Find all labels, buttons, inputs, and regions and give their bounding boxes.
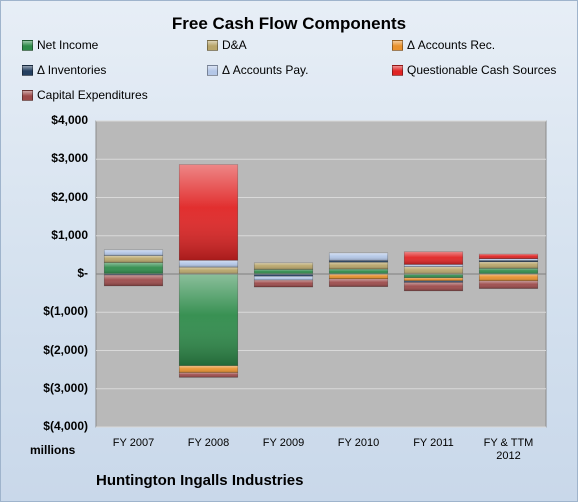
bar-segment [103, 255, 164, 263]
legend-entry: Δ Accounts Rec. [392, 38, 495, 52]
y-tick-label: $(3,000) [43, 380, 88, 395]
bar-segment [178, 259, 239, 268]
y-tick-label: $(4,000) [43, 419, 88, 433]
legend-swatch [22, 64, 33, 76]
legend-swatch [22, 89, 33, 101]
bar-segment [403, 264, 464, 268]
y-tick-label: $1,000 [51, 227, 88, 242]
y-tick-label: $2,000 [51, 189, 88, 204]
bar-segment [403, 282, 464, 292]
legend-label: Capital Expenditures [37, 88, 148, 102]
legend-label: Net Income [37, 38, 99, 52]
bar-segment [253, 279, 314, 288]
units-label: millions [30, 443, 76, 457]
bar-segment [103, 262, 164, 275]
bar-segment [178, 164, 239, 261]
legend-entry: D&A [207, 38, 247, 52]
x-tick-label: FY 2008 [187, 437, 230, 449]
legend-label: Δ Accounts Rec. [407, 38, 496, 52]
bar-segment [328, 273, 389, 280]
legend-label: Questionable Cash Sources [407, 63, 557, 77]
bar-segment [403, 266, 464, 275]
bar-segment [178, 273, 239, 367]
bar-segment [328, 268, 389, 275]
bar-segment [253, 262, 314, 270]
bar-segment [478, 253, 539, 260]
x-tick-label: FY 2007 [112, 437, 155, 449]
legend-swatch [22, 39, 33, 51]
x-tick-label: FY 2009 [262, 437, 305, 449]
legend-entry: Δ Inventories [22, 63, 106, 77]
y-tick-label: $- [77, 266, 88, 280]
legend-entry: Capital Expenditures [22, 88, 148, 102]
chart-title: Free Cash Flow Components [171, 14, 407, 33]
y-tick-label: $(2,000) [43, 342, 88, 357]
company-name: Huntington Ingalls Industries [96, 472, 304, 489]
bar-segment [478, 273, 539, 282]
y-tick-label: $4,000 [51, 113, 88, 127]
legend-label: D&A [222, 38, 247, 52]
legend-label: Δ Inventories [37, 63, 107, 77]
x-tick-label: FY 2011 [413, 437, 454, 449]
legend-swatch [392, 39, 403, 51]
bar-segment [178, 372, 239, 378]
bar-segment [478, 280, 539, 289]
bar-segment [253, 275, 314, 281]
bar-segment [103, 249, 164, 256]
bar-segment [328, 261, 389, 270]
bar-segment [328, 252, 389, 261]
legend-entry: Δ Accounts Pay. [207, 63, 309, 77]
bar-segment [403, 277, 464, 282]
bar-segment [178, 266, 239, 275]
bar-segment [478, 261, 539, 269]
y-tick-label: $3,000 [51, 151, 88, 166]
legend-entry: Net Income [22, 38, 98, 52]
legend-swatch [207, 39, 218, 51]
bar-segment [328, 278, 389, 287]
legend-entry: Questionable Cash Sources [392, 63, 556, 77]
y-tick-label: $(1,000) [43, 304, 88, 319]
bar-segment [403, 251, 464, 265]
bar-segment [178, 365, 239, 373]
bar-segment [253, 269, 314, 275]
bar-segment [478, 267, 539, 275]
legend-swatch [207, 64, 218, 76]
legend-swatch [392, 64, 403, 76]
x-tick-label: FY & TTM 2012 [483, 437, 534, 462]
bar-segment [403, 273, 464, 279]
legend-label: Δ Accounts Pay. [222, 63, 309, 77]
x-tick-label: FY 2010 [337, 437, 380, 449]
bar-segment [103, 274, 164, 287]
